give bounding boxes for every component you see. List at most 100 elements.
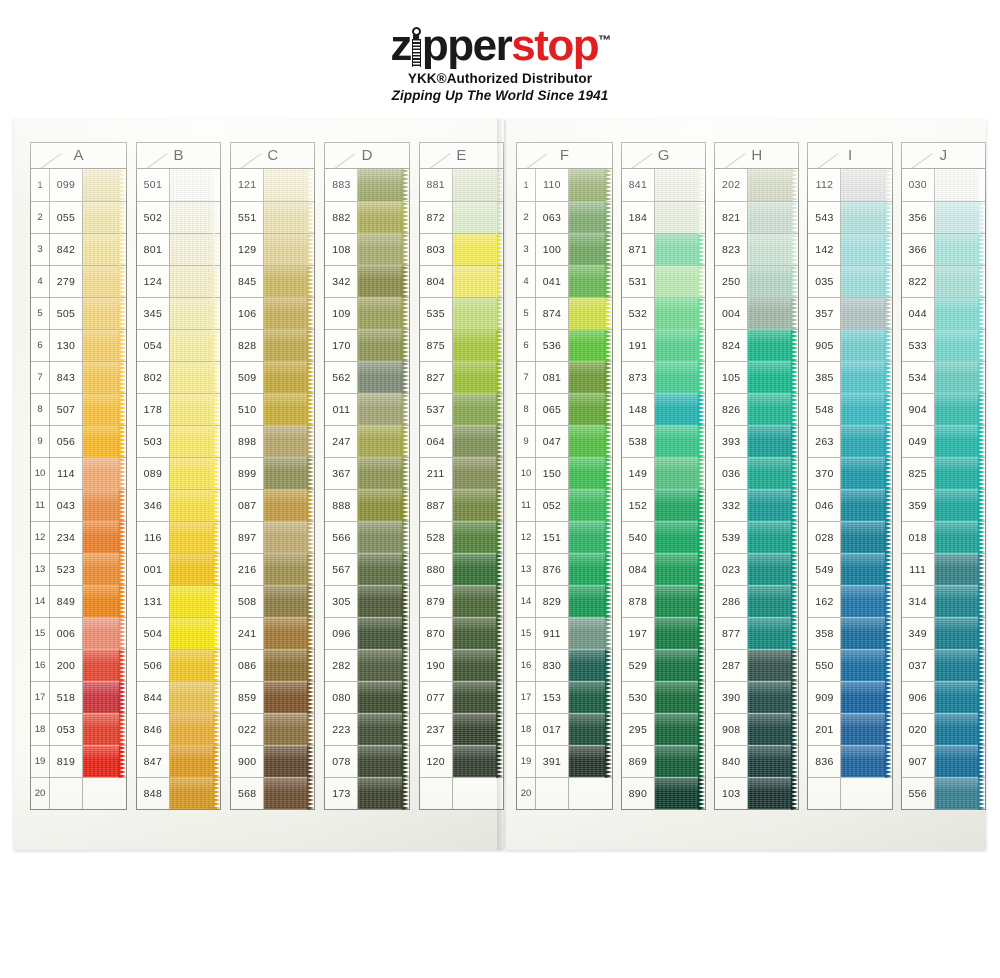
table-row[interactable]: 131	[136, 585, 221, 618]
table-row[interactable]: 871	[621, 233, 706, 266]
color-swatch[interactable]	[748, 490, 799, 522]
color-swatch[interactable]	[654, 362, 706, 394]
color-swatch[interactable]	[264, 682, 315, 714]
color-swatch[interactable]	[264, 426, 315, 458]
color-swatch[interactable]	[83, 682, 126, 714]
color-swatch[interactable]	[934, 490, 986, 522]
table-row[interactable]: 018	[901, 521, 986, 554]
color-swatch[interactable]	[841, 746, 892, 778]
table-row[interactable]: 241	[231, 617, 315, 650]
color-swatch[interactable]	[358, 169, 409, 201]
color-swatch[interactable]	[841, 330, 892, 362]
color-swatch[interactable]	[358, 458, 409, 490]
color-swatch[interactable]	[169, 362, 221, 394]
table-row[interactable]: 4 279	[31, 265, 126, 298]
table-row[interactable]: 202	[715, 169, 799, 201]
table-row[interactable]: 828	[231, 329, 315, 362]
table-row[interactable]: 501	[136, 169, 221, 201]
color-swatch[interactable]	[264, 522, 315, 554]
table-row[interactable]: 16 830	[517, 649, 612, 682]
color-swatch[interactable]	[569, 586, 612, 618]
table-row[interactable]: 080	[325, 681, 409, 714]
table-row[interactable]: 821	[715, 201, 799, 234]
table-row[interactable]: 346	[136, 489, 221, 522]
table-row[interactable]: 875	[419, 329, 504, 362]
color-swatch[interactable]	[748, 202, 799, 234]
table-row[interactable]: 538	[621, 425, 706, 458]
table-row[interactable]: 111	[901, 553, 986, 586]
color-swatch[interactable]	[654, 169, 706, 201]
table-row[interactable]: 211	[419, 457, 504, 490]
table-row[interactable]: 890	[621, 777, 706, 810]
table-row[interactable]: 872	[419, 201, 504, 234]
table-row[interactable]: 078	[325, 745, 409, 778]
table-row[interactable]: 17 518	[31, 681, 126, 714]
table-row[interactable]: 15 006	[31, 617, 126, 650]
table-row[interactable]: 020	[901, 713, 986, 746]
table-row[interactable]: 5 874	[517, 297, 612, 330]
table-row[interactable]: 9 056	[31, 425, 126, 458]
color-swatch[interactable]	[934, 169, 986, 201]
table-row[interactable]: 120	[419, 745, 504, 778]
table-row[interactable]: 19 819	[31, 745, 126, 778]
color-swatch[interactable]	[748, 458, 799, 490]
table-row[interactable]: 846	[136, 713, 221, 746]
color-swatch[interactable]	[934, 298, 986, 330]
table-row[interactable]: 314	[901, 585, 986, 618]
table-row[interactable]: 504	[136, 617, 221, 650]
table-row[interactable]: 543	[808, 201, 892, 234]
table-row[interactable]: 8 507	[31, 393, 126, 426]
table-row[interactable]: 804	[419, 265, 504, 298]
color-swatch[interactable]	[654, 682, 706, 714]
table-row[interactable]: 9 047	[517, 425, 612, 458]
table-row[interactable]: 152	[621, 489, 706, 522]
color-swatch[interactable]	[264, 714, 315, 746]
table-row[interactable]: 106	[231, 297, 315, 330]
color-swatch[interactable]	[841, 266, 892, 298]
table-row[interactable]: 5 505	[31, 297, 126, 330]
table-row[interactable]: 898	[231, 425, 315, 458]
table-row[interactable]: 089	[136, 457, 221, 490]
table-row[interactable]: 562	[325, 361, 409, 394]
table-row[interactable]: 530	[621, 681, 706, 714]
color-swatch[interactable]	[654, 778, 706, 810]
color-swatch[interactable]	[841, 202, 892, 234]
color-swatch[interactable]	[934, 554, 986, 586]
table-row[interactable]: 036	[715, 457, 799, 490]
color-swatch[interactable]	[569, 202, 612, 234]
color-swatch[interactable]	[748, 682, 799, 714]
table-row[interactable]: 305	[325, 585, 409, 618]
table-row[interactable]: 824	[715, 329, 799, 362]
table-row[interactable]: 109	[325, 297, 409, 330]
color-swatch[interactable]	[841, 618, 892, 650]
table-row[interactable]: 2 055	[31, 201, 126, 234]
table-row[interactable]: 028	[808, 521, 892, 554]
table-row[interactable]: 023	[715, 553, 799, 586]
table-row[interactable]: 8 065	[517, 393, 612, 426]
color-swatch[interactable]	[748, 426, 799, 458]
table-row[interactable]: 6 536	[517, 329, 612, 362]
color-swatch[interactable]	[654, 714, 706, 746]
color-swatch[interactable]	[934, 330, 986, 362]
color-swatch[interactable]	[452, 330, 504, 362]
color-swatch[interactable]	[452, 234, 504, 266]
table-row[interactable]: 162	[808, 585, 892, 618]
table-row[interactable]: 011	[325, 393, 409, 426]
table-row[interactable]: 004	[715, 297, 799, 330]
color-swatch[interactable]	[169, 682, 221, 714]
table-row[interactable]: 888	[325, 489, 409, 522]
color-swatch[interactable]	[748, 778, 799, 810]
color-swatch[interactable]	[169, 554, 221, 586]
color-swatch[interactable]	[748, 234, 799, 266]
color-swatch[interactable]	[569, 714, 612, 746]
table-row[interactable]: 567	[325, 553, 409, 586]
table-row[interactable]: 551	[231, 201, 315, 234]
table-row[interactable]: 18 017	[517, 713, 612, 746]
color-swatch[interactable]	[169, 746, 221, 778]
table-row[interactable]: 247	[325, 425, 409, 458]
table-row[interactable]: 096	[325, 617, 409, 650]
color-swatch[interactable]	[934, 650, 986, 682]
table-row[interactable]: 250	[715, 265, 799, 298]
table-row[interactable]: 528	[419, 521, 504, 554]
color-swatch[interactable]	[934, 746, 986, 778]
